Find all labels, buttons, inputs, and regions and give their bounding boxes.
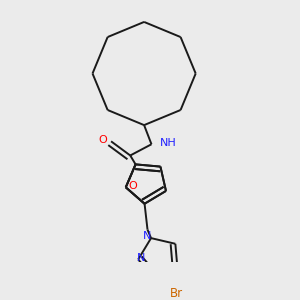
Text: NH: NH	[160, 138, 176, 148]
Text: N: N	[143, 231, 152, 241]
Text: Br: Br	[169, 287, 183, 300]
Text: O: O	[128, 181, 137, 191]
Text: N: N	[137, 253, 145, 263]
Text: O: O	[99, 135, 108, 145]
